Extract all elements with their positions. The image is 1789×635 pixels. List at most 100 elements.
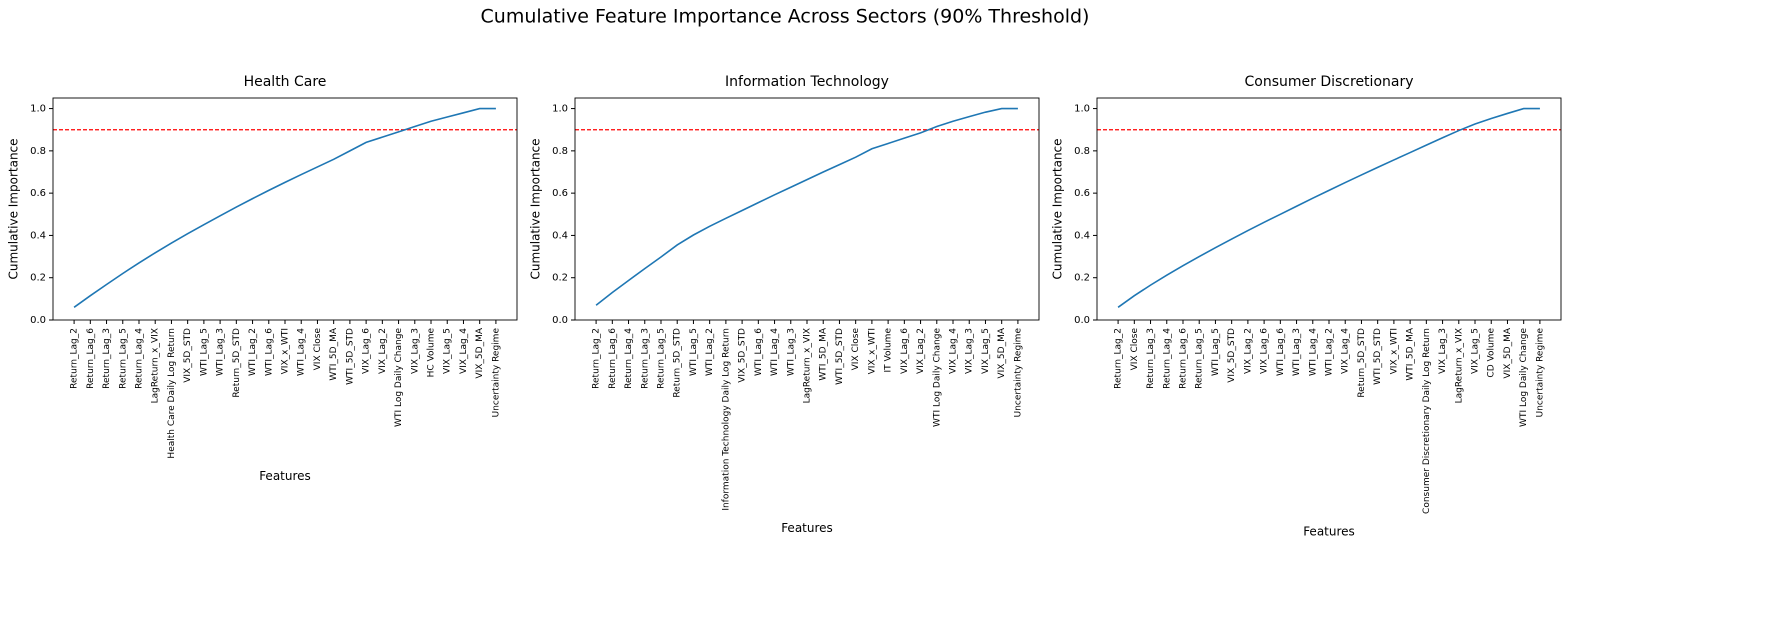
y-tick-label: 0.8 <box>552 146 568 157</box>
x-tick-label: VIX_Lag_2 <box>378 328 388 374</box>
x-tick-label: Return_Lag_2 <box>1114 328 1124 389</box>
x-tick-label: VIX_Lag_6 <box>900 328 910 374</box>
y-tick-label: 0.0 <box>552 315 568 326</box>
x-tick-label: Return_Lag_2 <box>592 328 602 389</box>
x-tick-label: Return_Lag_6 <box>608 328 618 389</box>
x-tick-label: VIX_Lag_5 <box>443 328 453 374</box>
x-tick-label: WTI_Lag_4 <box>1308 328 1318 376</box>
x-tick-label: CD Volume <box>1487 328 1497 378</box>
x-tick-label: VIX_Lag_4 <box>949 328 959 374</box>
y-tick-label: 0.6 <box>1074 188 1090 199</box>
x-tick-label: Health Care Daily Log Return <box>167 328 177 459</box>
x-tick-label: VIX_Lag_3 <box>1438 328 1448 374</box>
line-series <box>73 107 496 308</box>
x-tick-label: VIX_Lag_6 <box>362 328 372 374</box>
x-tick-label: Return_5D_STD <box>232 328 242 398</box>
x-tick-label: WTI_Lag_4 <box>770 328 780 376</box>
x-tick-label: VIX_5D_STD <box>183 328 193 383</box>
x-tick-label: WTI_5D_MA <box>329 327 339 380</box>
x-tick-label: Return_5D_STD <box>673 328 683 398</box>
line-series <box>595 107 1018 306</box>
x-tick-label: VIX_5D_STD <box>1227 328 1237 383</box>
subplot: Consumer Discretionary 0.0 0.2 0.4 0.6 0.8 1.0… <box>1051 74 1562 538</box>
x-tick-label: Return_Lag_6 <box>1178 328 1188 389</box>
x-axis-label: Features <box>259 469 311 483</box>
x-tick-label: VIX Close <box>851 328 861 371</box>
x-tick-label: VIX_Lag_4 <box>459 328 469 374</box>
x-tick-label: VIX_Lag_3 <box>965 328 975 374</box>
x-tick-label: Return_Lag_4 <box>1162 328 1172 389</box>
axes-frame <box>52 97 518 321</box>
subplot-title: Health Care <box>244 74 327 90</box>
x-tick-label: WTI Log Daily Change <box>1519 328 1529 427</box>
x-tick-label: VIX_5D_STD <box>738 328 748 383</box>
x-tick-label: WTI_Lag_3 <box>216 328 226 376</box>
y-tick-label: 0.4 <box>552 230 568 241</box>
x-axis-label: Features <box>1303 524 1355 538</box>
x-tick-label: VIX_5D_MA <box>475 327 485 378</box>
x-tick-label: WTI_5D_STD <box>345 328 355 385</box>
x-tick-label: Consumer Discretionary Daily Log Return <box>1422 328 1432 514</box>
y-tick-label: 0.8 <box>1074 146 1090 157</box>
x-tick-label: Return_Lag_4 <box>624 328 634 389</box>
x-tick-label: WTI_Lag_2 <box>705 328 715 376</box>
axes-frame <box>1096 97 1562 321</box>
y-axis-label: Cumulative Importance <box>529 138 543 279</box>
x-tick-label: WTI_Lag_3 <box>1292 328 1302 376</box>
x-tick-label: WTI_5D_STD <box>835 328 845 385</box>
x-tick-label: WTI_Lag_5 <box>199 328 209 376</box>
y-tick-label: 0.0 <box>30 315 46 326</box>
x-tick-label: WTI_Lag_3 <box>786 328 796 376</box>
x-tick-label: VIX_Lag_2 <box>1243 328 1253 374</box>
x-tick-label: Return_Lag_5 <box>656 328 666 389</box>
x-tick-label: Return_Lag_3 <box>1146 328 1156 389</box>
x-tick-label: VIX_Lag_2 <box>916 328 926 374</box>
x-tick-label: WTI_5D_MA <box>1406 327 1416 380</box>
y-tick-label: 0.0 <box>1074 315 1090 326</box>
line-series <box>1117 107 1540 308</box>
x-tick-label: VIX_x_WTI <box>1389 328 1399 374</box>
y-tick-label: 0.2 <box>552 273 568 284</box>
axes-frame <box>574 97 1040 321</box>
x-tick-label: Uncertainty Regime <box>491 328 501 418</box>
x-tick-label: WTI_Lag_6 <box>1276 328 1286 376</box>
x-tick-label: VIX Close <box>1130 328 1140 371</box>
x-tick-label: Return_Lag_4 <box>134 328 144 389</box>
x-tick-label: Return_5D_STD <box>1357 328 1367 398</box>
figure-title: Cumulative Feature Importance Across Sec… <box>481 6 1090 28</box>
x-tick-label: Return_Lag_5 <box>1195 328 1205 389</box>
x-tick-label: WTI_Lag_2 <box>1325 328 1335 376</box>
subplot-title: Information Technology <box>725 74 889 90</box>
x-tick-label: Return_Lag_5 <box>118 328 128 389</box>
x-tick-label: WTI_Lag_6 <box>754 328 764 376</box>
y-tick-label: 0.4 <box>30 230 46 241</box>
y-tick-label: 0.2 <box>30 273 46 284</box>
x-tick-label: LagReturn_x_VIX <box>151 328 161 403</box>
y-tick-label: 0.6 <box>552 188 568 199</box>
x-tick-label: VIX_x_WTI <box>867 328 877 374</box>
y-tick-label: 1.0 <box>30 104 46 115</box>
x-tick-label: HC Volume <box>427 328 437 378</box>
x-tick-label: Uncertainty Regime <box>1535 328 1545 418</box>
x-tick-label: VIX_5D_MA <box>997 327 1007 378</box>
y-tick-label: 1.0 <box>1074 104 1090 115</box>
x-tick-label: WTI_5D_STD <box>1373 328 1383 385</box>
x-tick-label: VIX_Lag_5 <box>1471 328 1481 374</box>
x-tick-label: VIX Close <box>313 328 323 371</box>
subplot: Health Care 0.0 0.2 0.4 0.6 0.8 1.0 Return_Lag_… <box>7 74 518 483</box>
y-tick-label: 1.0 <box>552 104 568 115</box>
x-tick-label: VIX_Lag_3 <box>410 328 420 374</box>
x-tick-label: WTI_Lag_4 <box>297 328 307 376</box>
x-tick-label: VIX_Lag_6 <box>1260 328 1270 374</box>
x-tick-label: LagReturn_x_VIX <box>803 328 813 403</box>
x-tick-label: WTI_Lag_2 <box>248 328 258 376</box>
x-tick-label: LagReturn_x_VIX <box>1454 328 1464 403</box>
y-tick-label: 0.6 <box>30 188 46 199</box>
subplot-title: Consumer Discretionary <box>1245 74 1414 90</box>
x-tick-label: WTI Log Daily Change <box>932 328 942 427</box>
y-axis-label: Cumulative Importance <box>7 138 21 279</box>
x-tick-label: VIX_Lag_5 <box>981 328 991 374</box>
x-tick-label: WTI_Lag_5 <box>689 328 699 376</box>
x-tick-label: IT Volume <box>884 328 894 373</box>
